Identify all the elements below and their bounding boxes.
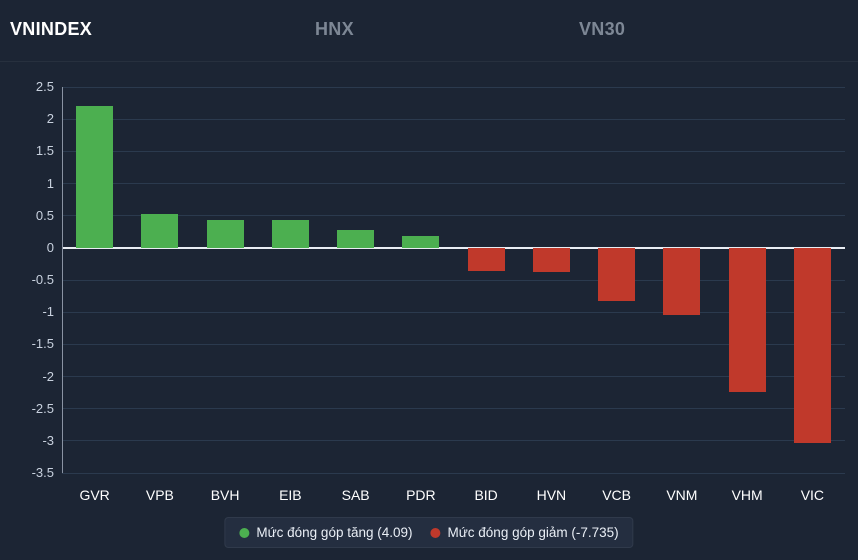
gridline (62, 86, 845, 88)
bar-sab (337, 230, 375, 248)
tab-hnx[interactable]: HNX (315, 19, 354, 39)
y-tick-label: 2.5 (35, 79, 54, 94)
gridline (62, 343, 845, 345)
y-tick-label: -0.5 (31, 272, 54, 287)
x-axis-label: VIC (800, 487, 825, 503)
x-axis-label: VCB (602, 487, 632, 503)
x-axis-label: VPB (145, 487, 174, 503)
y-tick-label: -2 (42, 368, 54, 384)
y-tick-label: -2.5 (31, 400, 54, 416)
decrease-dot-icon (430, 527, 441, 538)
x-axis-label: VNM (666, 487, 698, 503)
gridline (62, 150, 845, 152)
legend-increase[interactable]: Mức đóng góp tăng (4.09) (239, 525, 413, 540)
x-axis-label: GVR (79, 487, 110, 503)
y-tick-label: -1 (42, 304, 54, 320)
x-axis-label: BID (474, 487, 498, 503)
y-tick-label: 0 (46, 239, 54, 255)
legend-increase-label: Mức đóng góp tăng (4.09) (256, 525, 413, 540)
y-axis-line (62, 87, 63, 473)
bar-gvr (76, 105, 114, 248)
gridline (62, 118, 845, 120)
tab-vnindex[interactable]: VNINDEX (10, 19, 93, 39)
bar-vhm (728, 247, 766, 392)
gridline (62, 376, 845, 377)
gridline (62, 440, 845, 442)
bar-vcb (598, 247, 636, 301)
gridline (62, 408, 845, 410)
bar-vnm (663, 247, 701, 315)
x-axis-label: HVN (536, 487, 567, 503)
gridline (62, 472, 845, 474)
x-axis-label: EIB (279, 487, 302, 503)
tab-vn30[interactable]: VN30 (579, 19, 626, 39)
gridline (62, 215, 845, 217)
index-tabs: VNINDEX HNX VN30 (0, 0, 858, 62)
gridline (62, 311, 845, 313)
bar-vpb (141, 213, 179, 248)
bar-eib (271, 220, 309, 248)
x-axis-label: VHM (731, 487, 763, 503)
chart-legend: Mức đóng góp tăng (4.09) Mức đóng góp gi… (224, 517, 634, 548)
y-tick-label: -3.5 (31, 465, 54, 480)
y-tick-label: -1.5 (31, 336, 54, 352)
x-axis-label: PDR (406, 487, 436, 503)
increase-dot-icon (239, 527, 250, 538)
x-axis-label: BVH (210, 487, 240, 503)
bar-hvn (532, 247, 570, 272)
zero-line (62, 246, 845, 249)
gridline (62, 183, 845, 184)
legend-decrease-label: Mức đóng góp giảm (-7.735) (447, 525, 619, 540)
y-tick-label: 2 (46, 111, 54, 127)
y-tick-label: -3 (42, 432, 54, 448)
bar-pdr (402, 236, 440, 248)
y-tick-label: 0.5 (35, 207, 54, 223)
y-tick-label: 1 (46, 175, 54, 191)
gridline (62, 279, 845, 281)
bar-bid (467, 247, 505, 271)
bar-vic (793, 247, 831, 444)
y-tick-label: 1.5 (35, 143, 54, 159)
bar-bvh (206, 220, 244, 248)
legend-decrease[interactable]: Mức đóng góp giảm (-7.735) (430, 525, 619, 540)
x-axis-label: SAB (341, 487, 370, 503)
